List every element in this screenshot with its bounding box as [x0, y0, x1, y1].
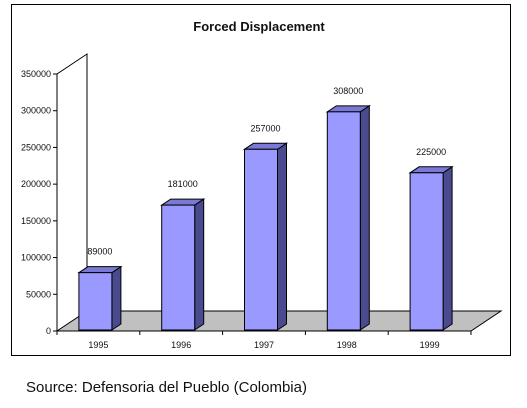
bar-side-face — [111, 265, 122, 331]
data-label: 308000 — [333, 86, 363, 96]
bar-side-face — [194, 198, 205, 331]
x-tick-label: 1998 — [337, 340, 357, 350]
bar — [244, 148, 278, 331]
y-tick-label: 150000 — [21, 216, 51, 226]
bar-side-face — [442, 165, 453, 331]
bar — [78, 272, 113, 331]
source-caption: Source: Defensoria del Pueblo (Colombia) — [26, 379, 307, 396]
bar — [161, 204, 196, 331]
plot-area: 0 50000 100000 150000 200000 250000 300000 3500… — [21, 53, 503, 350]
data-label: 89000 — [87, 247, 112, 257]
data-label: 225000 — [416, 147, 446, 157]
chart-frame: Forced Displacement 0 50000 100000 150000 20… — [11, 4, 511, 356]
data-label: 181000 — [168, 179, 198, 189]
y-tick-label: 300000 — [21, 106, 51, 116]
data-label: 257000 — [250, 123, 280, 133]
y-tick-label: 200000 — [21, 179, 51, 189]
bar — [409, 172, 444, 331]
y-tick-label: 50000 — [26, 289, 51, 299]
bar-side-face — [277, 142, 287, 331]
x-tick-label: 1997 — [254, 340, 274, 350]
y-tick-label: 100000 — [21, 253, 51, 263]
bar-side-face — [359, 104, 370, 331]
bar — [326, 111, 361, 331]
y-tick-label: 250000 — [21, 142, 51, 152]
bar-chart: Forced Displacement 0 50000 100000 150000 20… — [21, 19, 503, 350]
x-tick-label: 1996 — [171, 340, 191, 350]
x-tick-label: 1995 — [88, 340, 108, 350]
x-tick-label: 1999 — [420, 340, 440, 350]
y-tick-label: 350000 — [21, 69, 51, 79]
chart-title: Forced Displacement — [193, 19, 325, 34]
y-tick-label: 0 — [46, 326, 51, 336]
